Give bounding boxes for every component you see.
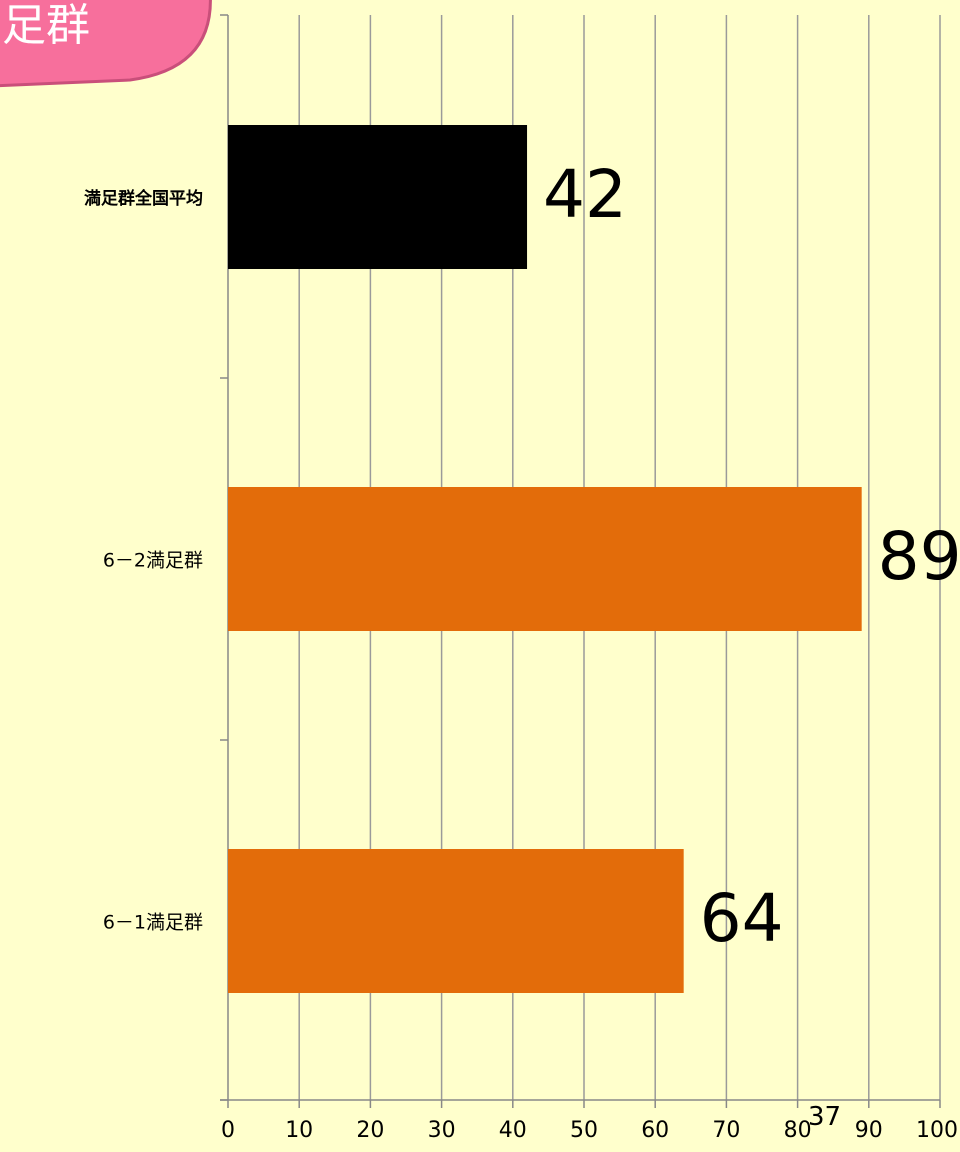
badge-text: 足群 [2,0,90,51]
title-badge: 足群 [0,0,212,88]
category-label-1: 満足群全国平均 [84,188,203,209]
x-tick-label-40: 40 [499,1118,527,1143]
data-label-1: 42 [543,156,627,233]
data-label-2: 89 [878,518,960,595]
tick-labels: 0 10 20 30 40 50 60 70 80 90 100 [221,1118,958,1143]
category-label-3: 6－1満足群 [103,912,203,934]
x-tick-label-60: 60 [641,1118,669,1143]
x-tick-label-30: 30 [428,1118,456,1143]
data-label-3: 64 [700,880,784,957]
bar-2 [228,487,862,631]
x-tick-label-70: 70 [712,1118,740,1143]
bar-1 [228,125,528,269]
x-tick-label-10: 10 [285,1118,313,1143]
bar-3 [228,849,684,993]
badge-shape [0,0,212,88]
x-tick-label-50: 50 [570,1118,598,1143]
category-label-2: 6－2満足群 [103,550,203,572]
data-labels: 42 89 64 [543,156,960,957]
page-number: 37 [808,1102,842,1132]
x-tick-label-20: 20 [356,1118,384,1143]
x-tick-label-90: 90 [855,1118,883,1143]
x-tick-label-80: 80 [784,1118,812,1143]
x-tick-label-100: 100 [916,1118,958,1143]
x-tick-label-0: 0 [221,1118,235,1143]
category-labels: 満足群全国平均 6－2満足群 6－1満足群 [84,188,203,934]
bars [228,125,862,993]
